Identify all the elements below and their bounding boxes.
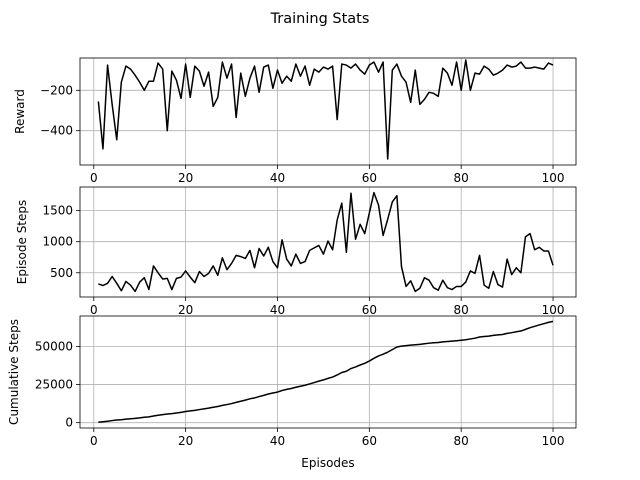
chart-panels: 0 20 40 60 80 100 −200 −400 Reward 0 20 40 60 80 100 50… <box>7 57 577 470</box>
cumulative-steps-series-line <box>98 320 554 423</box>
reward-series-line <box>97 59 554 160</box>
cumulative-steps-x-tick-label: 80 <box>454 434 469 448</box>
episode-steps-x-tick-label: 20 <box>178 303 193 317</box>
episode-steps-x-tick-label: 100 <box>542 303 565 317</box>
episode-steps-y-tick-label: 1000 <box>42 235 73 249</box>
cumulative-steps-x-tick-label: 0 <box>90 434 98 448</box>
cumulative-steps-x-tick-label: 100 <box>542 434 565 448</box>
reward-y-tick-label: −400 <box>40 124 73 138</box>
reward-y-tick-label: −200 <box>40 83 73 97</box>
reward-x-tick-label: 20 <box>178 171 193 185</box>
episode-steps-x-tick-label: 0 <box>90 303 98 317</box>
reward-axes-frame <box>79 57 577 166</box>
reward-x-tick-label: 80 <box>454 171 469 185</box>
episode-steps-x-tick-label: 80 <box>454 303 469 317</box>
reward-x-tick-label: 60 <box>362 171 377 185</box>
reward-y-axis-label: Reward <box>13 89 27 134</box>
episode-steps-y-tick-label: 500 <box>50 266 73 280</box>
reward-x-tick-label: 40 <box>270 171 285 185</box>
figure-title: Training Stats <box>270 11 370 27</box>
episode-steps-panel: 0 20 40 60 80 100 500 1000 1500 Episode Steps <box>15 186 577 317</box>
cumulative-steps-axes-frame <box>79 315 577 429</box>
episode-steps-series-line <box>98 191 554 293</box>
reward-panel: 0 20 40 60 80 100 −200 −400 Reward <box>13 57 577 185</box>
reward-x-tick-label: 100 <box>542 171 565 185</box>
episode-steps-y-axis-label: Episode Steps <box>15 200 29 285</box>
cumulative-steps-y-tick-label: 50000 <box>35 339 73 353</box>
episode-steps-y-tick-label: 1500 <box>42 204 73 218</box>
reward-x-tick-label: 0 <box>90 171 98 185</box>
cumulative-steps-y-tick-label: 0 <box>65 416 73 430</box>
cumulative-steps-y-axis-label: Cumulative Steps <box>7 319 21 425</box>
cumulative-steps-x-tick-label: 60 <box>362 434 377 448</box>
cumulative-steps-y-tick-label: 25000 <box>35 378 73 392</box>
cumulative-steps-panel: 0 20 40 60 80 100 0 25000 50000 Cumulative Steps E… <box>7 315 577 470</box>
episode-steps-x-tick-label: 60 <box>362 303 377 317</box>
cumulative-steps-x-tick-label: 20 <box>178 434 193 448</box>
cumulative-steps-x-tick-label: 40 <box>270 434 285 448</box>
cumulative-steps-x-axis-label: Episodes <box>301 456 354 470</box>
episode-steps-x-tick-label: 40 <box>270 303 285 317</box>
